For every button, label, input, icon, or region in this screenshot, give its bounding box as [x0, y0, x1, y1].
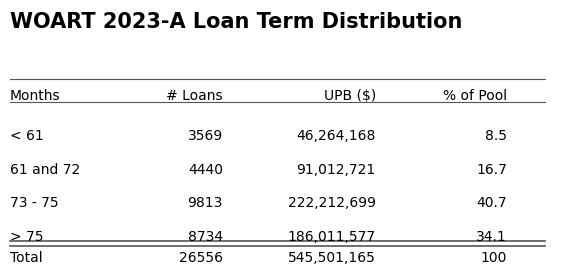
Text: > 75: > 75: [10, 230, 43, 244]
Text: 222,212,699: 222,212,699: [288, 196, 376, 210]
Text: 91,012,721: 91,012,721: [296, 163, 376, 177]
Text: 46,264,168: 46,264,168: [296, 129, 376, 143]
Text: 100: 100: [481, 251, 507, 265]
Text: 73 - 75: 73 - 75: [10, 196, 58, 210]
Text: 9813: 9813: [188, 196, 223, 210]
Text: 186,011,577: 186,011,577: [288, 230, 376, 244]
Text: Months: Months: [10, 89, 60, 103]
Text: 40.7: 40.7: [477, 196, 507, 210]
Text: 16.7: 16.7: [476, 163, 507, 177]
Text: 8.5: 8.5: [485, 129, 507, 143]
Text: 3569: 3569: [188, 129, 223, 143]
Text: 26556: 26556: [179, 251, 223, 265]
Text: 8734: 8734: [188, 230, 223, 244]
Text: < 61: < 61: [10, 129, 43, 143]
Text: 61 and 72: 61 and 72: [10, 163, 80, 177]
Text: 4440: 4440: [188, 163, 223, 177]
Text: 545,501,165: 545,501,165: [288, 251, 376, 265]
Text: Total: Total: [10, 251, 42, 265]
Text: 34.1: 34.1: [477, 230, 507, 244]
Text: # Loans: # Loans: [166, 89, 223, 103]
Text: UPB ($): UPB ($): [324, 89, 376, 103]
Text: % of Pool: % of Pool: [443, 89, 507, 103]
Text: WOART 2023-A Loan Term Distribution: WOART 2023-A Loan Term Distribution: [10, 12, 462, 32]
